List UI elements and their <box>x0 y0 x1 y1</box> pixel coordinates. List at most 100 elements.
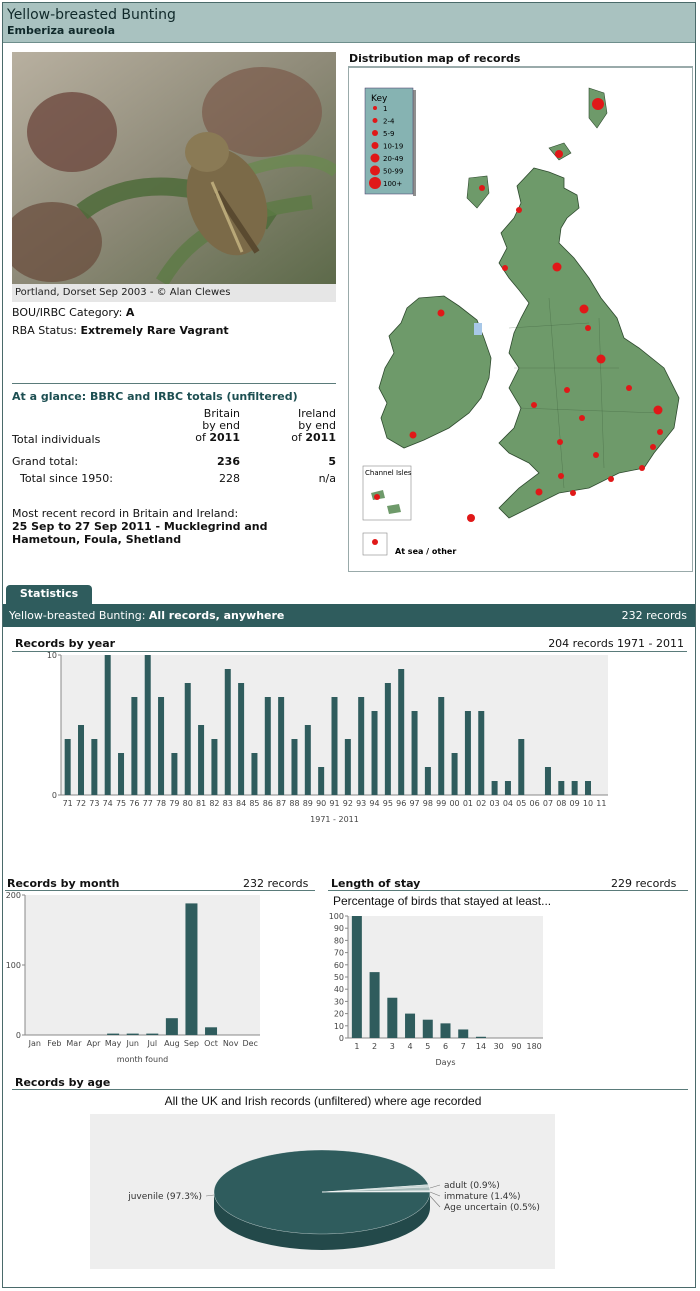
x-tick-label: 71 <box>63 799 73 808</box>
bar <box>504 781 511 795</box>
x-tick-label: 5 <box>425 1042 430 1051</box>
x-tick-label: 90 <box>511 1042 521 1051</box>
bar <box>458 1029 469 1038</box>
species-header: Yellow-breasted Bunting Emberiza aureola <box>3 3 695 43</box>
y-tick-label: 80 <box>334 936 344 945</box>
at-sea-label: At sea / other <box>395 547 456 556</box>
x-tick-label: 98 <box>423 799 433 808</box>
age-chart-inner-title: All the UK and Irish records (unfiltered… <box>164 1094 482 1108</box>
y-tick-label: 0 <box>52 791 57 800</box>
x-tick-label: Mar <box>66 1039 82 1048</box>
x-tick-label: Feb <box>47 1039 61 1048</box>
bar <box>358 697 365 795</box>
since-1950-label: Total since 1950: <box>20 472 113 485</box>
map-key-label: 5-9 <box>383 130 394 138</box>
x-tick-label: Oct <box>204 1039 218 1048</box>
tab-statistics[interactable]: Statistics <box>6 585 92 605</box>
map-key-title: Key <box>371 94 388 104</box>
pie-slice-label: immature (1.4%) <box>444 1192 521 1202</box>
x-tick-label: 92 <box>343 799 353 808</box>
map-key-label: 2-4 <box>383 118 395 126</box>
x-tick-label: 78 <box>156 799 166 808</box>
great-britain-shape <box>498 167 680 519</box>
y-tick-label: 30 <box>334 997 344 1006</box>
bar <box>158 697 165 795</box>
map-key-dot <box>372 118 378 123</box>
ireland-header-line1: Ireland <box>297 407 336 420</box>
x-tick-label: 6 <box>443 1042 448 1051</box>
map-key-dot <box>372 130 378 136</box>
y-tick-label: 100 <box>6 961 21 970</box>
bar <box>184 683 191 795</box>
species-photo[interactable] <box>12 52 336 284</box>
x-tick-label: 07 <box>543 799 553 808</box>
grand-total-ireland: 5 <box>328 455 336 468</box>
x-tick-label: 11 <box>596 799 606 808</box>
stats-species: Yellow-breasted Bunting: <box>9 609 146 622</box>
year-chart-rule <box>12 651 687 652</box>
since-1950-ireland: n/a <box>318 472 336 485</box>
bar <box>291 739 298 795</box>
x-tick-label: 14 <box>476 1042 486 1051</box>
map-title: Distribution map of records <box>349 52 521 65</box>
bar <box>264 697 271 795</box>
bar <box>91 739 98 795</box>
records-by-age-chart: juvenile (97.3%) adult (0.9%)immature (1.… <box>90 1114 555 1269</box>
x-tick-label: 75 <box>116 799 126 808</box>
bar <box>118 753 125 795</box>
bar <box>107 1033 120 1035</box>
x-tick-label: May <box>105 1039 122 1048</box>
bar <box>144 655 151 795</box>
statistics-bar: Yellow-breasted Bunting: All records, an… <box>3 604 695 627</box>
bar <box>165 1018 178 1035</box>
bar <box>478 711 485 795</box>
ireland-shape <box>378 295 492 449</box>
map-key-label: 10-19 <box>383 143 403 151</box>
stay-chart-inner-title: Percentage of birds that stayed at least… <box>333 894 552 908</box>
bar <box>544 767 551 795</box>
x-axis-label: month found <box>117 1055 168 1064</box>
bar <box>64 739 71 795</box>
bar <box>126 1033 139 1035</box>
bar <box>78 725 85 795</box>
distribution-map[interactable]: Key 1 2-4 5-9 10-19 20-49 50-99 100+ Channel I… <box>348 67 693 572</box>
x-tick-label: 05 <box>516 799 526 808</box>
x-tick-label: 02 <box>476 799 486 808</box>
x-tick-label: 85 <box>249 799 259 808</box>
bar <box>451 753 458 795</box>
ireland-header-line2: by end <box>298 419 336 432</box>
x-tick-label: 89 <box>303 799 313 808</box>
x-tick-label: 81 <box>196 799 206 808</box>
x-tick-label: 04 <box>503 799 513 808</box>
age-chart-title: Records by age <box>15 1076 111 1089</box>
bar <box>146 1033 159 1035</box>
bar <box>131 697 138 795</box>
y-tick-label: 0 <box>339 1034 344 1043</box>
britain-column-header: Britain by end of 2011 <box>150 408 240 444</box>
x-tick-label: Aug <box>164 1039 180 1048</box>
britain-header-line2: by end <box>202 419 240 432</box>
y-tick-label: 70 <box>334 949 344 958</box>
map-key-dot <box>369 177 381 189</box>
x-tick-label: 95 <box>383 799 393 808</box>
pie-leader-line <box>429 1184 441 1189</box>
stay-chart-subtitle: 229 records <box>611 877 677 890</box>
map-key-dot <box>370 165 380 176</box>
lough-neagh <box>474 323 482 335</box>
bar <box>584 781 591 795</box>
pie-leader-line <box>429 1191 441 1197</box>
bar <box>351 916 362 1038</box>
pie-leader-line <box>429 1195 441 1208</box>
bar <box>371 711 378 795</box>
y-tick-label: 90 <box>334 924 344 933</box>
map-key-box <box>364 87 414 195</box>
y-tick-label: 40 <box>334 985 344 994</box>
y-tick-label: 20 <box>334 1010 344 1019</box>
guernsey <box>387 504 401 514</box>
x-tick-label: 83 <box>223 799 233 808</box>
bar <box>318 767 325 795</box>
pie-rim <box>214 1192 430 1250</box>
x-tick-label: Dec <box>242 1039 257 1048</box>
map-key-dot <box>370 153 380 163</box>
bar <box>411 711 418 795</box>
